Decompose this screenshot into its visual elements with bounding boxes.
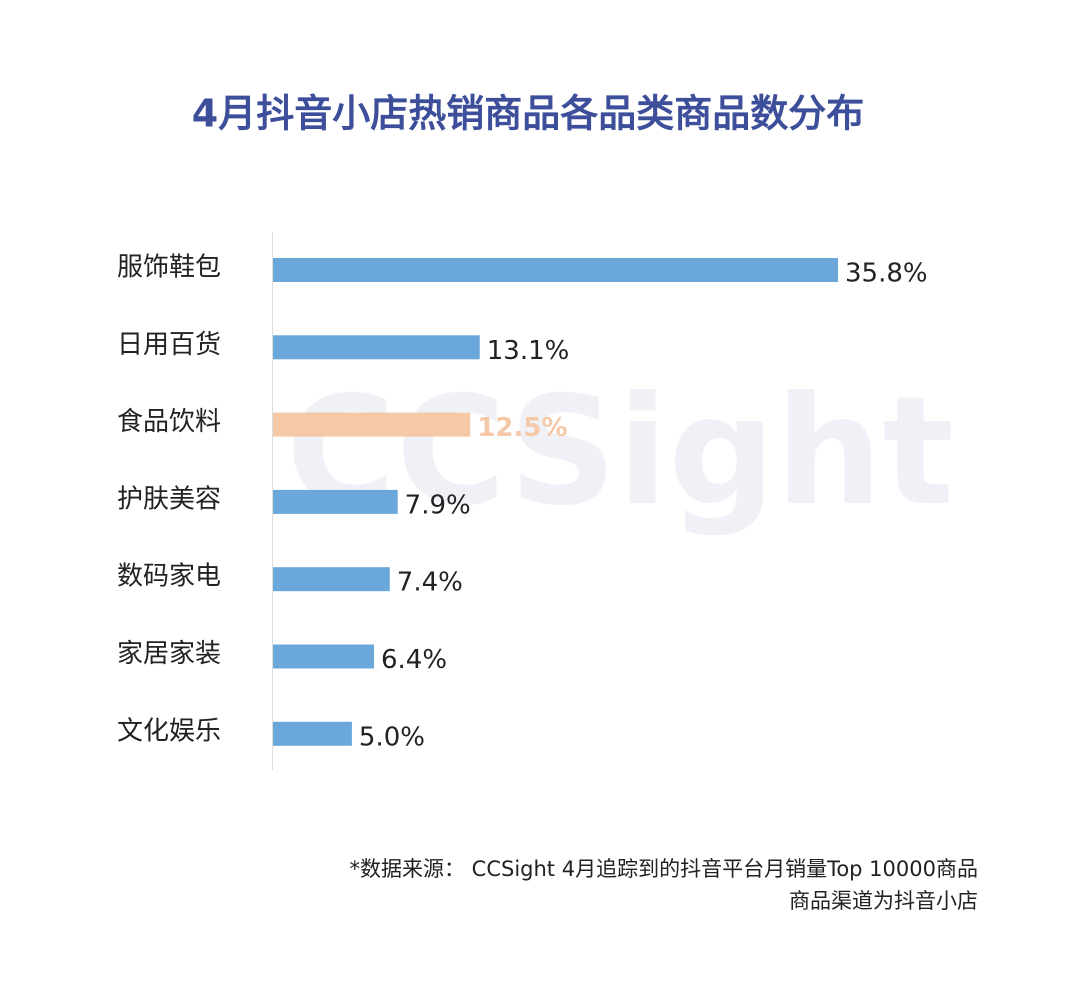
category-label: 文化娱乐 (117, 716, 221, 746)
bar (273, 644, 375, 669)
chart-title: 4月抖音小店热销商品各品类商品数分布 (192, 92, 864, 136)
bar (273, 412, 471, 437)
value-label: 7.4% (397, 568, 463, 598)
value-label: 13.1% (487, 336, 570, 366)
bar (273, 489, 398, 514)
bar (273, 567, 390, 592)
bar (273, 335, 480, 360)
value-label: 7.9% (405, 490, 471, 520)
category-label: 食品饮料 (117, 407, 221, 437)
category-label: 数码家电 (117, 562, 221, 592)
footnote: *数据来源： CCSight 4月追踪到的抖音平台月销量Top 10000商品 (350, 857, 979, 881)
value-label: 12.5% (477, 413, 567, 443)
category-label: 家居家装 (117, 639, 221, 669)
bar (273, 721, 352, 746)
category-label: 服饰鞋包 (117, 253, 221, 283)
category-label: 护肤美容 (117, 484, 221, 514)
value-label: 35.8% (845, 259, 928, 289)
category-label: 日用百货 (117, 330, 221, 360)
footnote: 商品渠道为抖音小店 (789, 889, 978, 913)
value-label: 6.4% (381, 645, 447, 675)
bar (273, 258, 838, 282)
value-label: 5.0% (359, 722, 425, 752)
